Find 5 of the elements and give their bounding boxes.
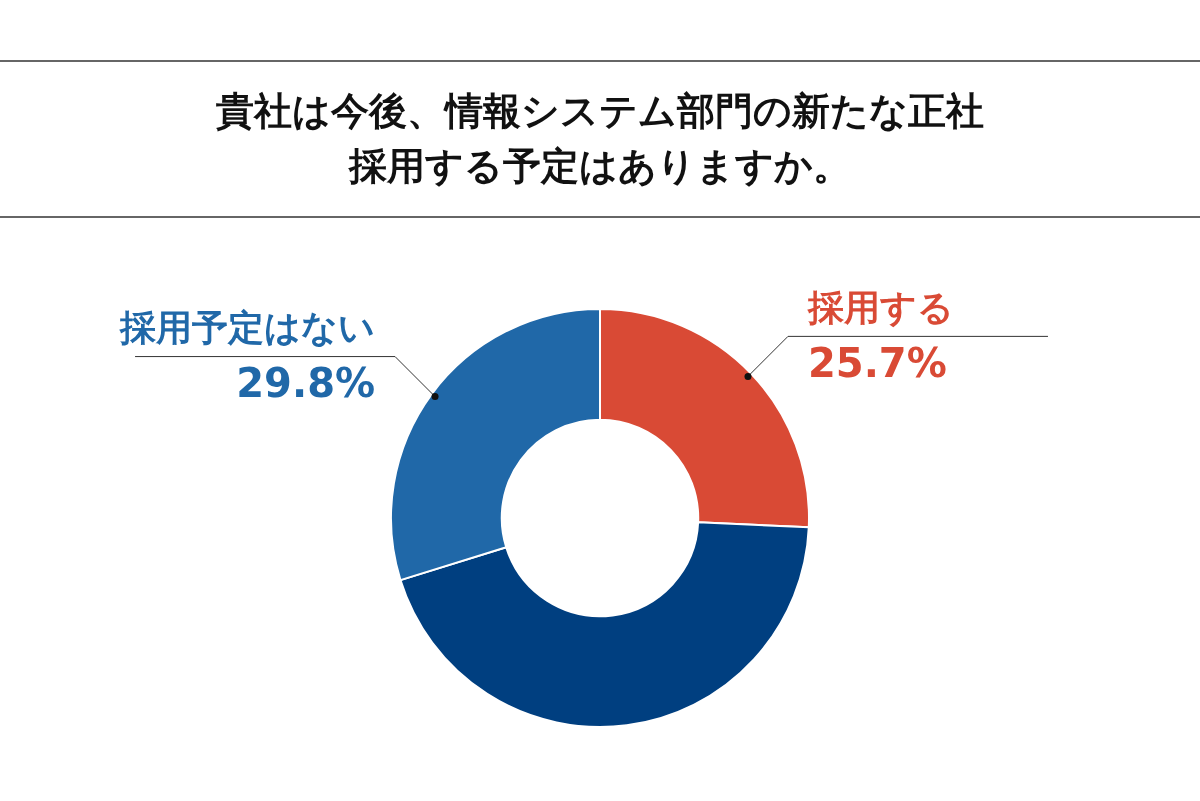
slice-label: 採用予定はない bbox=[119, 307, 376, 349]
data-label: 25.7% bbox=[807, 339, 947, 386]
slice-label: 採用する bbox=[806, 286, 954, 328]
data-label: 29.8% bbox=[236, 360, 376, 407]
chart-title: 貴社は今後、情報システム部門の新たな正社採用する予定はありますか。 bbox=[215, 88, 985, 191]
